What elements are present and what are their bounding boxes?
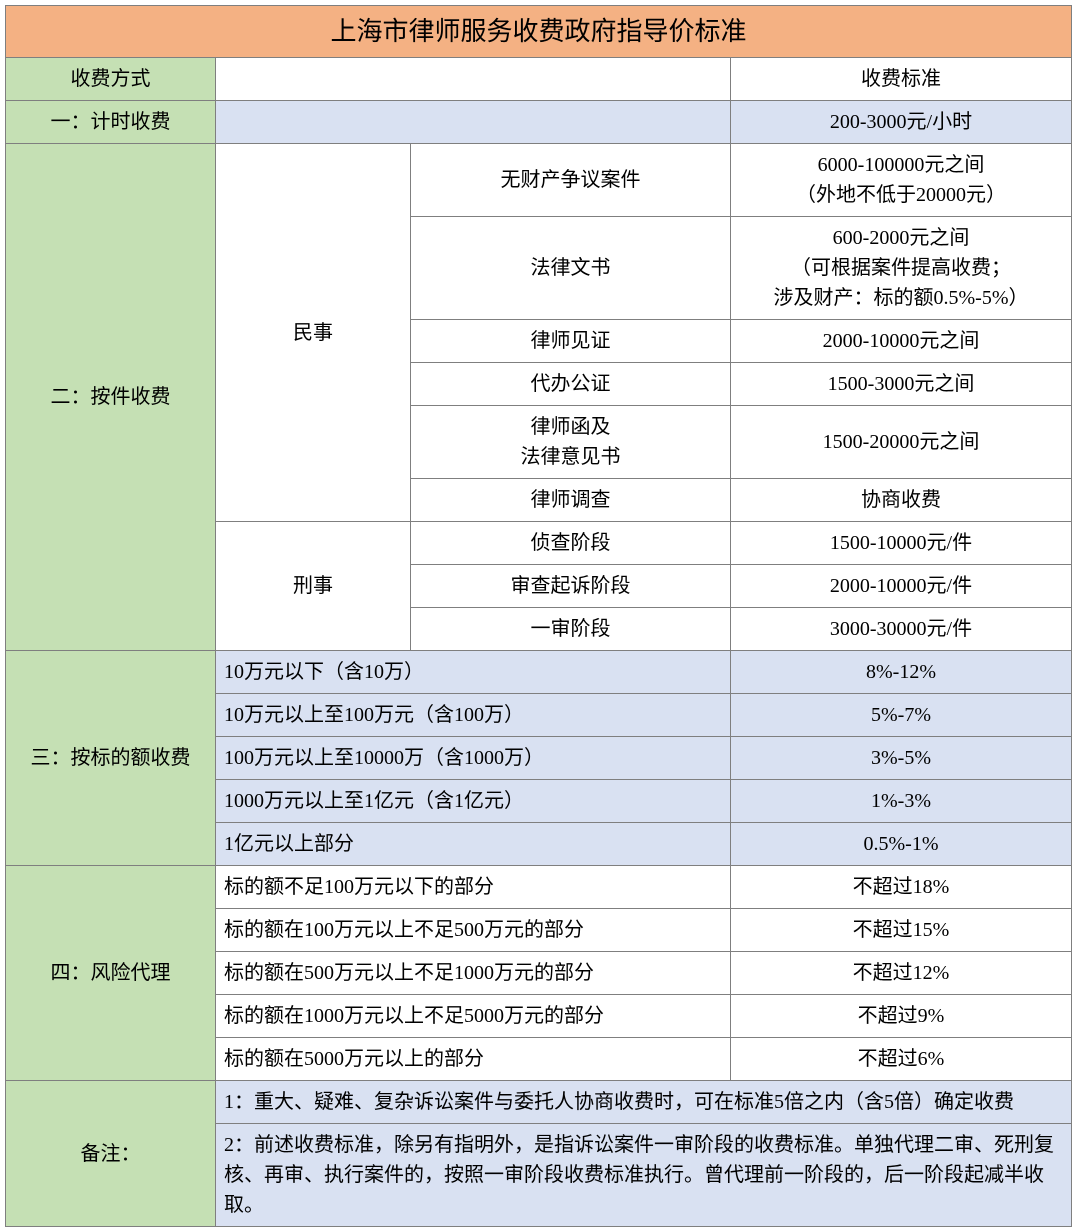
section1-desc — [216, 101, 731, 144]
s3-range-3: 100万元以上至10000万（含1000万） — [216, 737, 731, 780]
header-blank — [216, 58, 731, 101]
s3-rate-5: 0.5%-1% — [731, 823, 1072, 866]
civil-price-2: 600-2000元之间（可根据案件提高收费；涉及财产：标的额0.5%-5%） — [731, 217, 1072, 320]
header-standard: 收费标准 — [731, 58, 1072, 101]
s3-rate-3: 3%-5% — [731, 737, 1072, 780]
civil-item-1: 无财产争议案件 — [411, 144, 731, 217]
s4-range-2: 标的额在100万元以上不足500万元的部分 — [216, 909, 731, 952]
civil-label: 民事 — [216, 144, 411, 522]
section1-price: 200-3000元/小时 — [731, 101, 1072, 144]
civil-price-4: 1500-3000元之间 — [731, 363, 1072, 406]
criminal-item-3: 一审阶段 — [411, 608, 731, 651]
note-1: 1：重大、疑难、复杂诉讼案件与委托人协商收费时，可在标准5倍之内（含5倍）确定收… — [216, 1081, 1072, 1124]
criminal-price-1: 1500-10000元/件 — [731, 522, 1072, 565]
section4-label: 四：风险代理 — [6, 866, 216, 1081]
fee-standard-table: 上海市律师服务收费政府指导价标准 收费方式 收费标准 一：计时收费 200-30… — [5, 5, 1072, 1227]
s3-range-5: 1亿元以上部分 — [216, 823, 731, 866]
header-method: 收费方式 — [6, 58, 216, 101]
civil-item-5: 律师函及法律意见书 — [411, 406, 731, 479]
s4-rate-5: 不超过6% — [731, 1038, 1072, 1081]
section3-label: 三：按标的额收费 — [6, 651, 216, 866]
civil-price-1: 6000-100000元之间（外地不低于20000元） — [731, 144, 1072, 217]
note-2: 2：前述收费标准，除另有指明外，是指诉讼案件一审阶段的收费标准。单独代理二审、死… — [216, 1124, 1072, 1227]
s3-rate-1: 8%-12% — [731, 651, 1072, 694]
section1-label: 一：计时收费 — [6, 101, 216, 144]
criminal-item-2: 审查起诉阶段 — [411, 565, 731, 608]
s4-range-4: 标的额在1000万元以上不足5000万元的部分 — [216, 995, 731, 1038]
civil-price-6: 协商收费 — [731, 479, 1072, 522]
criminal-price-2: 2000-10000元/件 — [731, 565, 1072, 608]
table-title: 上海市律师服务收费政府指导价标准 — [6, 6, 1072, 58]
s3-range-1: 10万元以下（含10万） — [216, 651, 731, 694]
s3-range-2: 10万元以上至100万元（含100万） — [216, 694, 731, 737]
civil-item-2: 法律文书 — [411, 217, 731, 320]
criminal-price-3: 3000-30000元/件 — [731, 608, 1072, 651]
civil-item-4: 代办公证 — [411, 363, 731, 406]
section2-label: 二：按件收费 — [6, 144, 216, 651]
s4-range-3: 标的额在500万元以上不足1000万元的部分 — [216, 952, 731, 995]
s3-range-4: 1000万元以上至1亿元（含1亿元） — [216, 780, 731, 823]
s3-rate-4: 1%-3% — [731, 780, 1072, 823]
s3-rate-2: 5%-7% — [731, 694, 1072, 737]
s4-rate-1: 不超过18% — [731, 866, 1072, 909]
civil-price-5: 1500-20000元之间 — [731, 406, 1072, 479]
s4-range-1: 标的额不足100万元以下的部分 — [216, 866, 731, 909]
criminal-item-1: 侦查阶段 — [411, 522, 731, 565]
s4-rate-4: 不超过9% — [731, 995, 1072, 1038]
civil-item-3: 律师见证 — [411, 320, 731, 363]
civil-item-6: 律师调查 — [411, 479, 731, 522]
civil-price-3: 2000-10000元之间 — [731, 320, 1072, 363]
s4-rate-2: 不超过15% — [731, 909, 1072, 952]
s4-range-5: 标的额在5000万元以上的部分 — [216, 1038, 731, 1081]
s4-rate-3: 不超过12% — [731, 952, 1072, 995]
criminal-label: 刑事 — [216, 522, 411, 651]
